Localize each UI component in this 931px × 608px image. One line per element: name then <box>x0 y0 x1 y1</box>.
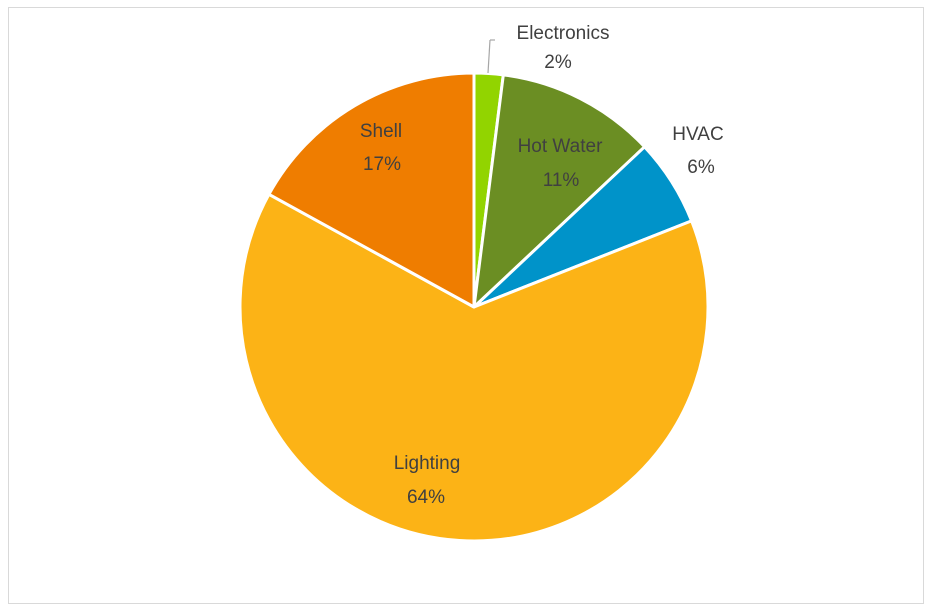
label-electronics-percent: 2% <box>544 52 572 73</box>
pie-slice-shell <box>267 71 476 309</box>
electronics-leader-line-2 <box>487 39 491 74</box>
label-electronics-name: Electronics <box>517 23 610 44</box>
pie-slice-hot-water <box>472 73 647 309</box>
pie-slice-lighting <box>238 192 710 543</box>
label-hvac-percent: 6% <box>687 157 715 178</box>
label-hot-water-percent: 11% <box>543 170 580 191</box>
label-shell-percent: 17% <box>363 154 401 175</box>
label-hot-water-name: Hot Water <box>518 136 603 157</box>
label-shell-name: Shell <box>360 121 402 142</box>
label-hvac-name: HVAC <box>672 124 723 145</box>
data-labels: Electronics 2% Hot Water 11% HVAC 6% Lig… <box>360 23 724 508</box>
pie-slices <box>238 71 710 543</box>
label-lighting-percent: 64% <box>407 487 445 508</box>
label-lighting-name: Lighting <box>394 453 461 474</box>
